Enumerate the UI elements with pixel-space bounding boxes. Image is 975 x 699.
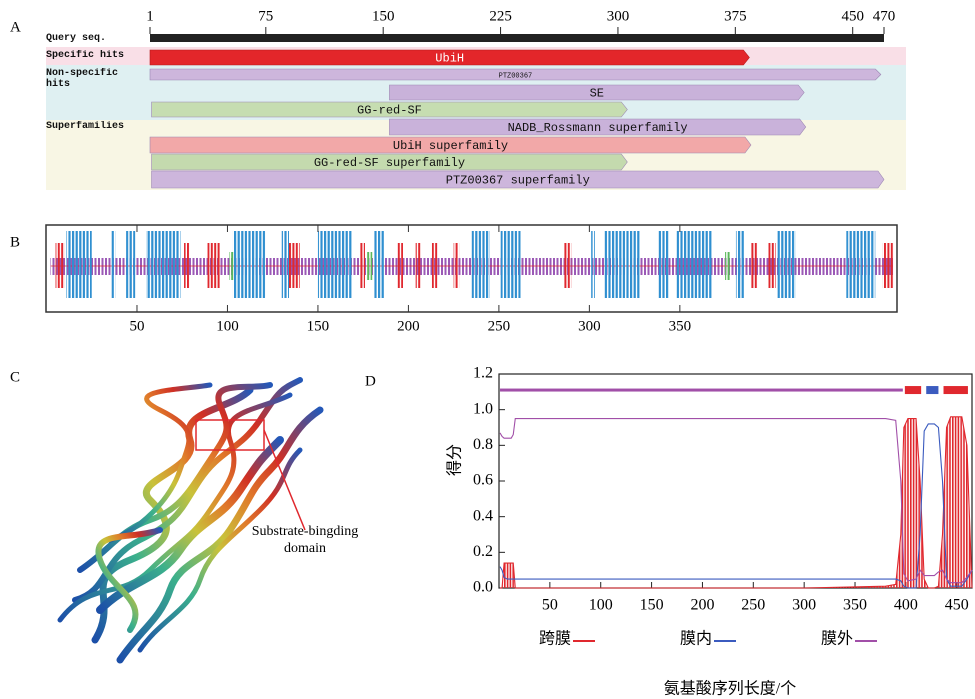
ruler-label: 375	[724, 8, 747, 24]
row-label: Query seq.	[46, 33, 146, 44]
helix	[658, 231, 669, 298]
y-tick-label: 0.2	[473, 543, 493, 560]
helix	[591, 231, 595, 298]
row-label-box: Superfamilies	[46, 121, 146, 147]
ruler-label: 150	[372, 8, 395, 24]
x-tick-label: 300	[792, 597, 816, 614]
x-tick-label: 100	[589, 597, 613, 614]
hit-label: PTZ00367 superfamily	[446, 174, 590, 188]
x-axis-label: 氨基酸序列长度/个	[664, 680, 796, 698]
helix	[233, 231, 266, 298]
x-tick-label: 200	[397, 318, 420, 334]
panel-label: B	[10, 234, 20, 250]
helix	[146, 231, 180, 298]
annotation-box: Substrate-bingding domain	[235, 523, 375, 563]
x-tick-label: 150	[640, 597, 664, 614]
helix	[778, 231, 796, 298]
helix	[374, 231, 385, 298]
row-label: Specific hits	[46, 50, 146, 61]
figure: A B C D Substrate-bingding domain 氨基酸序列长…	[0, 0, 975, 699]
ruler-label: 75	[258, 8, 273, 24]
protein-structure	[60, 380, 320, 660]
y-tick-label: 0.4	[473, 507, 493, 524]
helix	[501, 231, 521, 298]
topology-segment	[500, 389, 903, 392]
strand	[398, 243, 403, 288]
strand	[184, 243, 189, 288]
helix	[282, 231, 289, 298]
turn	[725, 252, 730, 280]
x-tick-label: 100	[216, 318, 239, 334]
legend-label: 膜内	[680, 630, 712, 648]
ruler-label: 1	[146, 8, 154, 24]
annotation: Substrate-bingding domain	[235, 523, 375, 557]
strand	[750, 243, 757, 288]
y-tick-label: 1.2	[473, 365, 493, 382]
helix	[736, 231, 745, 298]
x-tick-label: 250	[488, 318, 511, 334]
topology-segment	[926, 386, 938, 394]
strand	[289, 243, 300, 288]
y-tick-label: 1.0	[473, 400, 493, 417]
x-tick-label: 250	[741, 597, 765, 614]
topology-segment	[905, 386, 921, 394]
x-tick-label: 300	[578, 318, 601, 334]
strand	[416, 243, 421, 288]
hit-label: UbiH superfamily	[393, 139, 508, 153]
panel-label: D	[365, 373, 376, 389]
turn	[367, 252, 372, 280]
topology-segment	[944, 386, 968, 394]
helix	[318, 231, 352, 298]
x-tick-label: 150	[307, 318, 330, 334]
helix	[604, 231, 640, 298]
row-label-box: Non-specific hits	[46, 68, 146, 94]
strand	[56, 243, 65, 288]
hit-label: NADB_Rossmann superfamily	[508, 121, 688, 135]
hit-label: PTZ00367	[499, 72, 533, 80]
strand	[360, 243, 365, 288]
legend-label: 膜外	[821, 630, 853, 648]
x-tick-label: 400	[894, 597, 918, 614]
helix	[112, 231, 116, 298]
y-tick-label: 0.8	[473, 436, 493, 453]
hit-label: GG-red-SF	[357, 104, 422, 118]
hit-label: GG-red-SF superfamily	[314, 156, 465, 170]
helix	[66, 231, 91, 298]
panel-label: C	[10, 369, 20, 385]
strand	[769, 243, 776, 288]
hit-label: UbiH	[435, 52, 464, 66]
panel-label: A	[10, 19, 21, 35]
strand	[208, 243, 221, 288]
query-bar	[150, 34, 884, 42]
y-tick-label: 0.6	[473, 472, 493, 489]
ruler-label: 225	[489, 8, 512, 24]
legend-label: 跨膜	[539, 630, 571, 648]
x-tick-label: 450	[945, 597, 969, 614]
helix	[846, 231, 875, 298]
y-axis-label: 得分	[446, 444, 464, 476]
strand	[454, 243, 459, 288]
ruler-label: 470	[873, 8, 896, 24]
row-label: Superfamilies	[46, 121, 146, 132]
helix	[472, 231, 490, 298]
strand	[432, 243, 437, 288]
helix	[126, 231, 135, 298]
x-tick-label: 50	[129, 318, 144, 334]
strand	[564, 243, 571, 288]
ruler-label: 450	[841, 8, 864, 24]
x-tick-label: 50	[542, 597, 558, 614]
strand	[883, 243, 894, 288]
hit-label: SE	[590, 87, 604, 101]
helix	[676, 231, 712, 298]
row-label: Non-specific hits	[46, 68, 146, 90]
ruler-label: 300	[607, 8, 630, 24]
y-tick-label: 0.0	[473, 579, 493, 596]
x-tick-label: 350	[843, 597, 867, 614]
x-tick-label: 350	[669, 318, 692, 334]
x-tick-label: 200	[690, 597, 714, 614]
